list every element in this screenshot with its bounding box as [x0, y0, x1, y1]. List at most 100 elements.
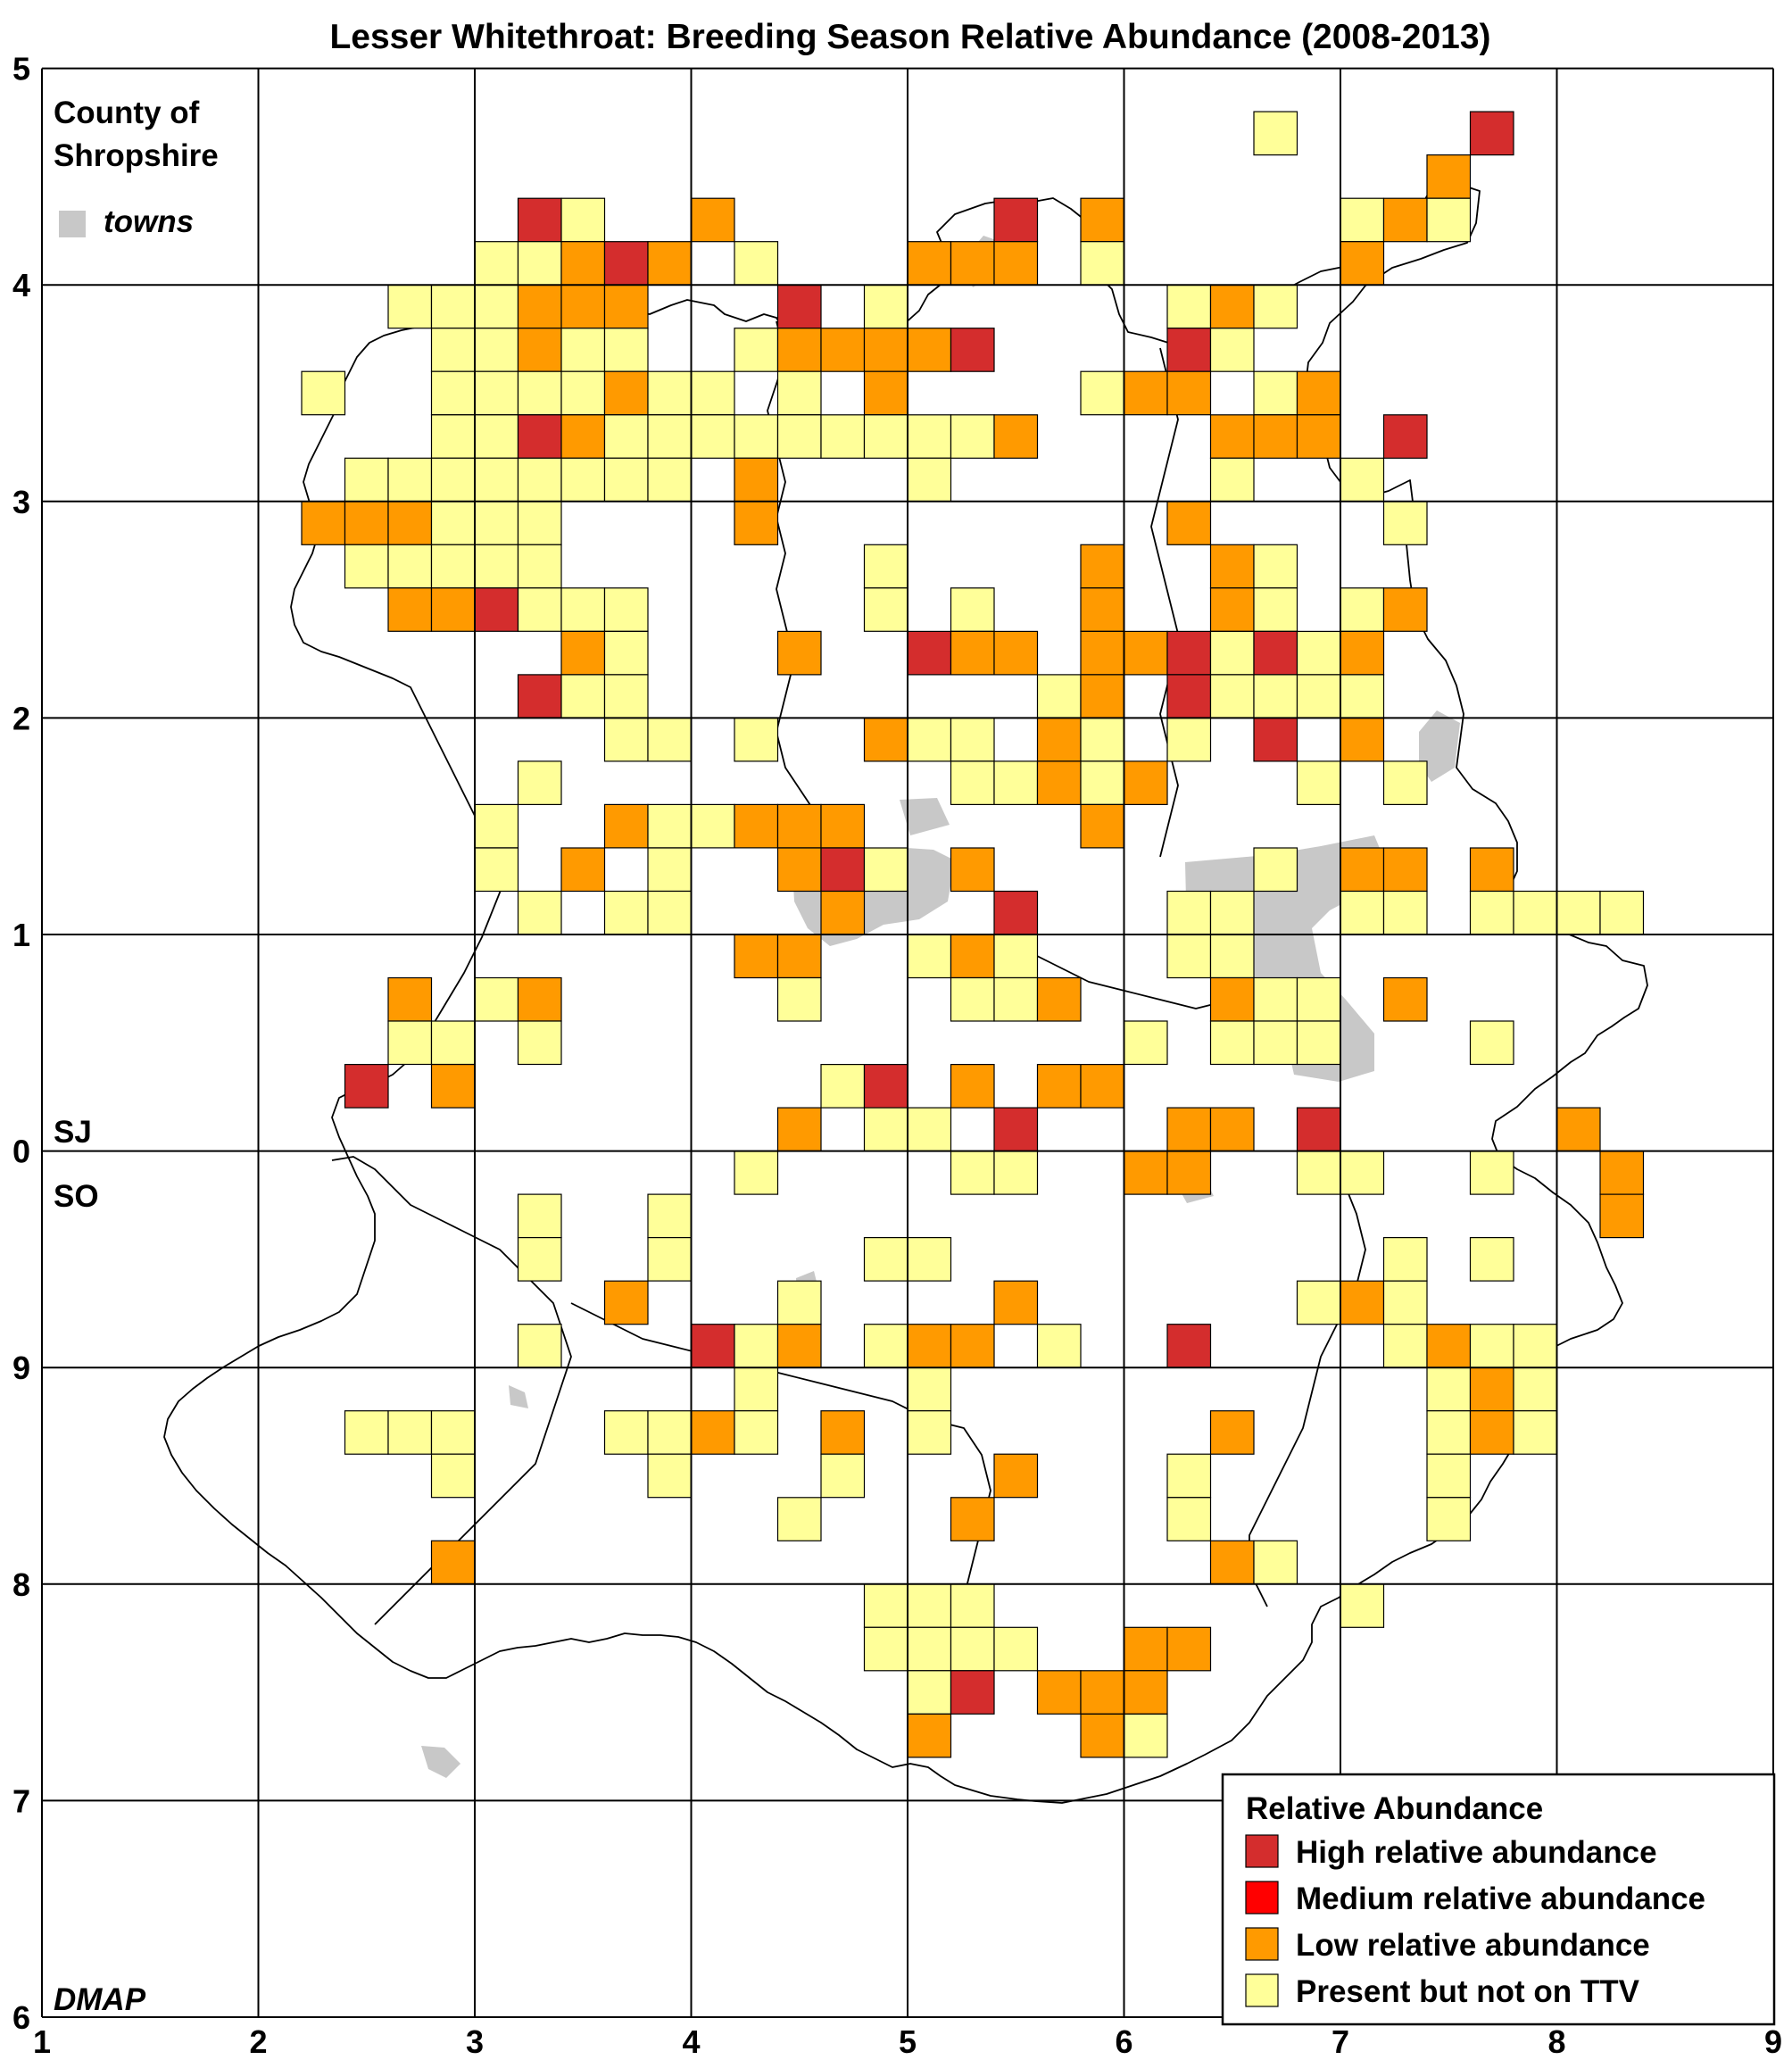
abundance-cell-present: [647, 890, 693, 935]
abundance-cell-low: [907, 241, 952, 286]
abundance-cell-present: [1426, 1497, 1472, 1541]
abundance-cell-low: [863, 328, 908, 372]
abundance-cell-low: [1123, 630, 1168, 676]
abundance-cell-present: [1340, 457, 1385, 503]
abundance-cell-present: [517, 890, 562, 935]
abundance-cell-low: [690, 197, 735, 243]
abundance-cell-present: [1296, 1150, 1341, 1195]
abundance-cell-low: [560, 241, 606, 286]
abundance-cell-low: [1469, 1410, 1514, 1455]
abundance-cell-low: [950, 241, 995, 286]
abundance-cell-low: [907, 1324, 952, 1368]
abundance-cell-low: [776, 934, 822, 979]
county-label-line1: County of: [54, 96, 200, 130]
abundance-cell-present: [734, 1410, 779, 1455]
abundance-cell-low: [1166, 1150, 1212, 1195]
abundance-cell-low: [430, 1063, 476, 1109]
abundance-cell-low: [1166, 1107, 1212, 1152]
abundance-cell-present: [1253, 1020, 1298, 1066]
abundance-cell-low: [776, 803, 822, 849]
abundance-cell-present: [734, 717, 779, 762]
abundance-cell-present: [820, 1453, 866, 1499]
abundance-cells: [301, 111, 1645, 1758]
abundance-cell-present: [1080, 760, 1125, 806]
abundance-cell-low: [1209, 587, 1255, 632]
abundance-cell-present: [993, 760, 1039, 806]
town-shape: [509, 1385, 528, 1408]
abundance-cell-present: [474, 370, 519, 416]
abundance-cell-low: [1123, 760, 1168, 806]
abundance-cell-low: [776, 847, 822, 893]
abundance-cell-present: [474, 544, 519, 589]
abundance-cell-present: [907, 1107, 952, 1152]
abundance-cell-low: [1080, 587, 1125, 632]
abundance-cell-low: [950, 1063, 995, 1109]
legend-label-medium: Medium relative abundance: [1296, 1881, 1705, 1916]
abundance-cell-present: [1426, 197, 1472, 243]
abundance-cell-low: [1296, 370, 1341, 416]
abundance-cell-present: [1426, 1453, 1472, 1499]
abundance-cell-high: [950, 1670, 995, 1715]
abundance-cell-present: [474, 414, 519, 459]
abundance-cell-low: [560, 630, 606, 676]
abundance-cell-present: [603, 457, 649, 503]
abundance-cell-present: [474, 976, 519, 1022]
abundance-cell-low: [1209, 284, 1255, 329]
abundance-cell-present: [517, 457, 562, 503]
abundance-cell-present: [734, 328, 779, 372]
abundance-cell-present: [430, 1410, 476, 1455]
y-tick-label: 4: [12, 267, 30, 303]
x-tick-label: 5: [899, 2023, 917, 2060]
legend-title: Relative Abundance: [1246, 1791, 1543, 1826]
abundance-cell-present: [430, 284, 476, 329]
abundance-cell-present: [560, 328, 606, 372]
abundance-cell-low: [1080, 803, 1125, 849]
abundance-cell-present: [430, 370, 476, 416]
abundance-cell-present: [1469, 1150, 1514, 1195]
abundance-cell-present: [950, 1626, 995, 1672]
abundance-cell-present: [430, 457, 476, 503]
legend-swatch-low: [1245, 1927, 1279, 1961]
abundance-cell-present: [1382, 890, 1428, 935]
abundance-cell-present: [647, 717, 693, 762]
abundance-cell-present: [560, 587, 606, 632]
abundance-cell-low: [387, 587, 433, 632]
abundance-cell-present: [863, 1626, 908, 1672]
abundance-cell-present: [344, 457, 389, 503]
abundance-cell-high: [517, 414, 562, 459]
abundance-cell-low: [387, 501, 433, 545]
towns-legend-swatch: [59, 211, 86, 237]
abundance-cell-low: [1340, 630, 1385, 676]
abundance-cell-present: [517, 1236, 562, 1282]
abundance-cell-low: [517, 284, 562, 329]
x-tick-label: 6: [1115, 2023, 1132, 2060]
abundance-cell-present: [1513, 890, 1558, 935]
abundance-cell-low: [950, 1324, 995, 1368]
abundance-cell-high: [863, 1063, 908, 1109]
abundance-cell-present: [1340, 890, 1385, 935]
abundance-cell-low: [993, 630, 1039, 676]
abundance-cell-low: [776, 1107, 822, 1152]
abundance-cell-present: [1166, 717, 1212, 762]
abundance-cell-present: [560, 674, 606, 719]
abundance-cell-low: [907, 1713, 952, 1758]
abundance-cell-high: [1166, 1324, 1212, 1368]
abundance-cell-present: [993, 934, 1039, 979]
abundance-cell-low: [690, 1410, 735, 1455]
abundance-cell-present: [1253, 370, 1298, 416]
abundance-cell-present: [1426, 1410, 1472, 1455]
legend-label-low: Low relative abundance: [1296, 1928, 1650, 1963]
abundance-cell-present: [430, 544, 476, 589]
abundance-cell-low: [430, 1540, 476, 1585]
abundance-cell-present: [863, 847, 908, 893]
abundance-cell-present: [1382, 1236, 1428, 1282]
abundance-cell-present: [950, 1583, 995, 1628]
abundance-cell-present: [1253, 976, 1298, 1022]
abundance-cell-present: [863, 284, 908, 329]
y-tick-label: 7: [12, 1782, 30, 1819]
abundance-cell-present: [603, 630, 649, 676]
abundance-cell-low: [603, 284, 649, 329]
abundance-cell-low: [776, 1324, 822, 1368]
abundance-cell-present: [387, 284, 433, 329]
abundance-cell-present: [863, 414, 908, 459]
